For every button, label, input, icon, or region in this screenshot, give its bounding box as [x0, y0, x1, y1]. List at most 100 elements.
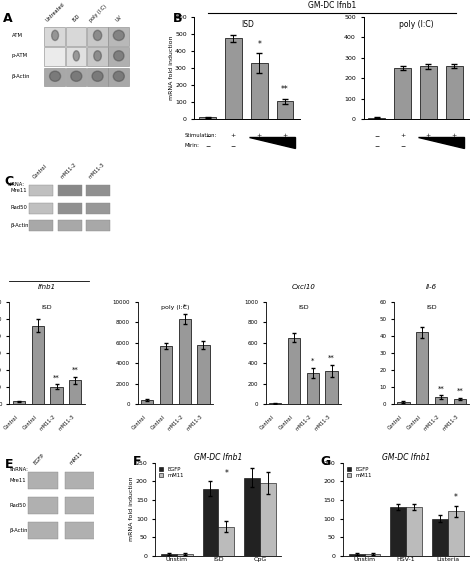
- Bar: [406, 507, 422, 556]
- Text: **: **: [456, 388, 463, 394]
- Bar: [66, 27, 86, 45]
- Bar: [87, 47, 108, 66]
- Text: mM11-2: mM11-2: [295, 414, 313, 432]
- Ellipse shape: [113, 71, 124, 81]
- Bar: [86, 185, 110, 196]
- Bar: [432, 518, 448, 556]
- Bar: [307, 373, 319, 404]
- Text: +: +: [426, 133, 431, 138]
- Bar: [416, 332, 428, 404]
- Bar: [251, 63, 267, 119]
- Text: **: **: [72, 367, 79, 373]
- Bar: [225, 39, 242, 119]
- Text: siRNA:: siRNA:: [7, 182, 24, 187]
- Text: Stimulation:: Stimulation:: [184, 133, 217, 138]
- Text: Control: Control: [406, 414, 422, 430]
- Text: **: **: [438, 386, 444, 391]
- Bar: [179, 319, 191, 404]
- Text: +: +: [256, 133, 262, 138]
- Y-axis label: mRNA fold induction: mRNA fold induction: [169, 36, 173, 100]
- Bar: [50, 387, 63, 404]
- Text: poly (I:C): poly (I:C): [399, 20, 434, 29]
- Text: p-ATM: p-ATM: [12, 53, 28, 58]
- Text: −: −: [205, 143, 210, 148]
- Bar: [368, 117, 385, 119]
- Bar: [28, 522, 58, 539]
- Bar: [244, 477, 260, 556]
- Ellipse shape: [73, 50, 80, 61]
- Text: ISD: ISD: [241, 20, 254, 29]
- Text: −: −: [205, 133, 210, 138]
- Bar: [435, 397, 447, 404]
- Text: ISD: ISD: [42, 305, 53, 310]
- Ellipse shape: [50, 71, 61, 81]
- Text: GM-DC Ifnb1: GM-DC Ifnb1: [308, 1, 356, 10]
- Ellipse shape: [94, 50, 101, 61]
- Bar: [391, 507, 406, 556]
- Bar: [326, 371, 337, 404]
- Bar: [108, 27, 129, 45]
- Bar: [45, 47, 65, 66]
- Text: mM11-3: mM11-3: [186, 414, 203, 432]
- Text: +: +: [231, 133, 236, 138]
- Text: Control: Control: [278, 414, 294, 430]
- Y-axis label: mRNA fold induction: mRNA fold induction: [129, 477, 135, 541]
- Text: *: *: [454, 493, 457, 502]
- Bar: [66, 67, 86, 86]
- Text: poly (I:C): poly (I:C): [161, 305, 190, 310]
- Text: ISD: ISD: [72, 14, 81, 23]
- Title: GM-DC Ifnb1: GM-DC Ifnb1: [382, 453, 430, 462]
- Bar: [197, 345, 210, 404]
- Text: Control: Control: [22, 414, 38, 430]
- Ellipse shape: [93, 30, 102, 40]
- Bar: [448, 511, 464, 556]
- Text: A: A: [3, 12, 13, 25]
- Text: ISD: ISD: [298, 305, 309, 310]
- Text: mM11-2: mM11-2: [167, 414, 185, 432]
- Bar: [65, 472, 95, 489]
- Text: mM11-3: mM11-3: [314, 414, 332, 432]
- Text: F: F: [133, 455, 141, 468]
- Bar: [29, 185, 53, 196]
- Ellipse shape: [113, 30, 124, 40]
- Text: +: +: [283, 133, 288, 138]
- Bar: [45, 27, 65, 45]
- Bar: [58, 202, 82, 214]
- Bar: [58, 185, 82, 196]
- Bar: [160, 346, 172, 404]
- Text: β-Actin: β-Actin: [9, 528, 28, 533]
- Text: *: *: [257, 40, 261, 49]
- Text: mM11-2: mM11-2: [423, 414, 441, 432]
- Text: Il-6: Il-6: [426, 284, 437, 290]
- Text: **: **: [53, 374, 60, 380]
- Bar: [420, 66, 437, 119]
- Text: +: +: [452, 133, 457, 138]
- Text: ISD: ISD: [426, 305, 437, 310]
- Ellipse shape: [52, 30, 58, 40]
- Text: −: −: [374, 133, 379, 138]
- Bar: [202, 489, 219, 556]
- Text: β-Actin: β-Actin: [12, 74, 30, 79]
- Bar: [277, 101, 293, 119]
- Text: Cxcl10: Cxcl10: [292, 284, 315, 290]
- Text: +: +: [400, 133, 405, 138]
- Text: Mre11: Mre11: [10, 188, 27, 193]
- Bar: [199, 117, 216, 119]
- Text: β-Actin: β-Actin: [10, 223, 29, 228]
- Text: UV: UV: [115, 15, 123, 23]
- Text: EGFP: EGFP: [32, 452, 46, 466]
- Bar: [45, 67, 65, 86]
- Text: Control: Control: [131, 414, 147, 430]
- Bar: [86, 202, 110, 214]
- Text: mM11-2: mM11-2: [60, 162, 78, 179]
- Bar: [65, 497, 95, 514]
- Bar: [69, 380, 82, 404]
- Text: C: C: [4, 175, 13, 188]
- Text: B: B: [173, 12, 182, 25]
- Text: *: *: [183, 304, 186, 310]
- Polygon shape: [249, 137, 295, 148]
- Text: Rad50: Rad50: [10, 205, 27, 210]
- Text: Control: Control: [3, 414, 19, 430]
- Legend: EGFP, mM11: EGFP, mM11: [346, 466, 373, 479]
- Text: Rad50: Rad50: [9, 503, 27, 508]
